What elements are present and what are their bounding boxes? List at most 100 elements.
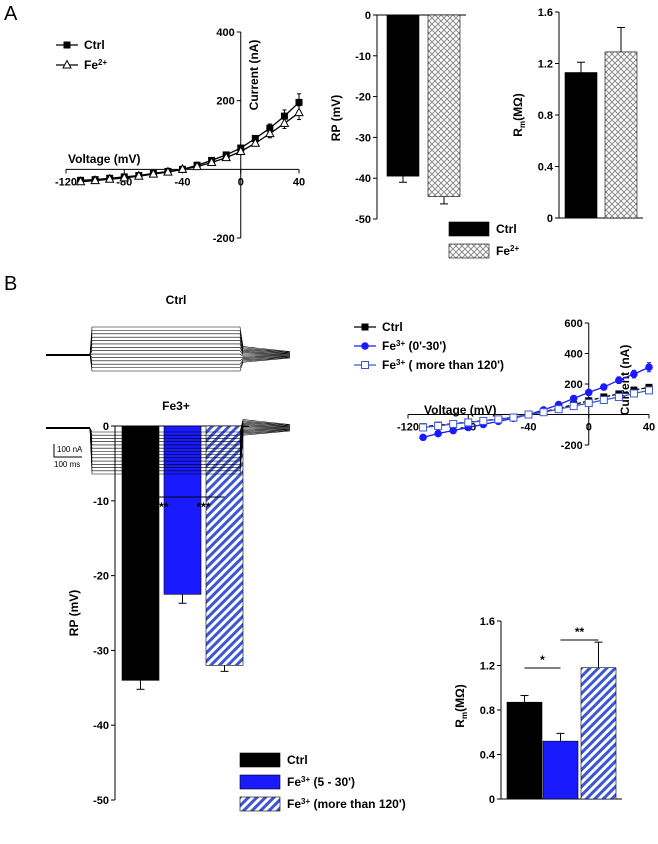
y-tick-label: 0.8 <box>538 110 553 122</box>
data-point <box>295 98 303 106</box>
y-tick-label: 1.2 <box>538 59 553 71</box>
legend-swatch <box>239 752 281 768</box>
y-tick-label: -10 <box>355 51 371 63</box>
legend-label: Ctrl <box>382 320 403 334</box>
y-tick-label: -200 <box>561 440 583 452</box>
chart-a-rp: 0 -10 -20 -30 -40 -50 RP (mV) Ctrl Fe2+ <box>329 10 519 259</box>
y-axis-label: Rm(MΩ) <box>511 93 527 136</box>
legend-label: Fe2+ <box>496 244 519 259</box>
current-trace <box>89 340 291 356</box>
data-point <box>645 363 653 372</box>
data-point <box>235 145 246 155</box>
data-point <box>645 386 653 395</box>
data-point <box>509 413 518 422</box>
data-point <box>464 418 473 427</box>
data-point <box>434 421 443 430</box>
x-tick-label: -120 <box>55 176 77 188</box>
legend-swatch <box>448 243 490 259</box>
y-tick-label: -200 <box>213 233 235 245</box>
significance-label: *** <box>154 500 168 514</box>
data-point <box>119 172 130 182</box>
y-tick-label: 0.8 <box>480 705 495 717</box>
data-point <box>419 433 427 442</box>
data-point <box>163 166 173 176</box>
scale-bar: 100 nA 100 ms <box>53 444 83 469</box>
series-line <box>80 101 300 181</box>
legend-label: Ctrl <box>287 753 308 767</box>
scale-bar-lines <box>53 444 82 458</box>
bar <box>604 51 638 219</box>
y-axis-label: Rm(MΩ) <box>453 684 469 727</box>
chart-b-rp: 0 -10 -20 -30 -40 -50 RP (mV) *** *** Ctrl Fe3+ (5… <box>67 421 406 812</box>
current-traces-fe3 <box>46 419 291 475</box>
x-tick-label: 0 <box>238 176 244 188</box>
trace-title-ctrl: Ctrl <box>166 293 187 307</box>
y-tick-label: -30 <box>355 132 371 144</box>
data-point <box>192 161 202 171</box>
bar <box>121 425 160 681</box>
data-point <box>599 396 608 405</box>
legend-label: Fe3+ (5 - 30') <box>287 775 355 790</box>
scale-bar-current: 100 nA <box>57 445 83 454</box>
y-tick-label: -40 <box>93 720 109 732</box>
y-tick-label: -20 <box>93 571 109 583</box>
y-tick-label: 1.6 <box>480 616 495 628</box>
x-tick-label: 0 <box>586 422 592 434</box>
data-point <box>600 383 608 391</box>
y-tick-label: 0 <box>103 421 109 433</box>
data-point <box>479 416 488 425</box>
x-tick-label: -40 <box>521 422 537 434</box>
legend-label: Fe3+ ( more than 120') <box>382 358 504 373</box>
data-point <box>569 402 578 411</box>
y-tick-label: -20 <box>355 92 371 104</box>
y-tick-label: 0.4 <box>480 750 496 762</box>
data-point <box>584 399 593 408</box>
data-point <box>419 423 428 432</box>
current-trace <box>89 354 291 362</box>
y-tick-label: 0 <box>365 10 371 22</box>
legend-swatch <box>239 774 281 790</box>
scale-bar-time: 100 ms <box>54 460 80 469</box>
current-trace <box>89 343 291 356</box>
legend-label: Ctrl <box>496 222 517 236</box>
y-tick-label: 200 <box>216 96 234 108</box>
y-tick-label: 400 <box>216 27 234 39</box>
data-point <box>554 405 563 414</box>
data-point <box>539 408 548 417</box>
y-tick-label: 200 <box>564 379 582 391</box>
y-tick-label: -30 <box>93 645 109 657</box>
data-point <box>294 107 304 117</box>
y-tick-label: 0.4 <box>538 162 554 174</box>
current-traces-ctrl <box>46 326 291 372</box>
data-point <box>630 370 638 378</box>
y-axis-label: Current (nA) <box>247 40 261 111</box>
current-trace <box>89 350 290 356</box>
legend-marker <box>361 342 369 350</box>
data-point <box>280 112 288 120</box>
bar <box>580 667 617 800</box>
data-point <box>615 376 623 384</box>
bar <box>542 740 579 800</box>
data-point <box>629 389 638 398</box>
legend-label: Fe3+ (more than 120') <box>287 797 406 812</box>
y-tick-label: 1.2 <box>480 661 495 673</box>
data-point <box>75 176 86 186</box>
data-point <box>449 419 458 428</box>
data-point <box>221 152 232 162</box>
bar <box>386 14 420 177</box>
x-tick-label: 40 <box>293 176 305 188</box>
data-point <box>279 117 290 127</box>
x-tick-label: -40 <box>175 176 191 188</box>
trace-title-fe3: Fe3+ <box>162 399 190 413</box>
data-point <box>494 415 503 424</box>
data-point <box>524 410 533 419</box>
chart-a-rm: 0 0.4 0.8 1.2 1.6 Rm(MΩ) <box>511 7 643 225</box>
data-point <box>148 168 159 178</box>
current-trace <box>89 419 291 433</box>
y-tick-label: -50 <box>355 214 371 226</box>
data-point <box>449 426 457 435</box>
current-trace <box>89 421 291 439</box>
current-trace <box>89 347 291 356</box>
